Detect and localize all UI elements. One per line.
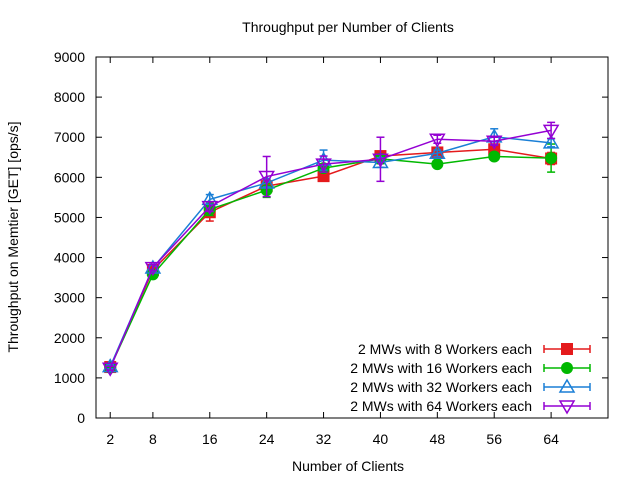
legend-marker <box>558 378 576 393</box>
y-tick-label: 3000 <box>54 290 85 306</box>
x-tick-label: 8 <box>149 431 157 447</box>
y-tick-label: 6000 <box>54 169 85 185</box>
chart-title: Throughput per Number of Clients <box>242 19 454 35</box>
y-tick-label: 8000 <box>54 89 85 105</box>
plot-frame <box>95 56 609 419</box>
y-tick-label: 1000 <box>54 370 85 386</box>
legend-label: 2 MWs with 64 Workers each <box>350 398 532 414</box>
x-tick-label: 16 <box>202 431 218 447</box>
x-axis-title: Number of Clients <box>292 458 404 474</box>
data-point <box>201 200 219 216</box>
legend-entry-2: 2 MWs with 16 Workers each <box>350 360 591 376</box>
x-tick-label: 64 <box>543 431 559 447</box>
legend-entry-1: 2 MWs with 8 Workers each <box>358 341 591 357</box>
x-tick-label: 40 <box>373 431 389 447</box>
x-tick-label: 24 <box>259 431 275 447</box>
data-point <box>429 144 446 160</box>
data-point <box>485 135 503 150</box>
data-point <box>144 261 162 277</box>
legend-label: 2 MWs with 16 Workers each <box>350 360 532 376</box>
legend-marker <box>561 343 573 355</box>
data-point <box>429 133 446 148</box>
y-axis-title: Throughput on Memtier [GET] [ops/s] <box>5 121 21 352</box>
legend-marker <box>561 362 573 374</box>
y-tick-label: 7000 <box>54 129 85 145</box>
x-tick-label: 48 <box>430 431 446 447</box>
legend-label: 2 MWs with 8 Workers each <box>358 341 532 357</box>
y-tick-label: 4000 <box>54 250 85 266</box>
data-point <box>545 152 558 165</box>
data-point <box>315 158 332 173</box>
y-tick-label: 2000 <box>54 330 85 346</box>
x-tick-label: 56 <box>486 431 502 447</box>
data-point <box>372 153 389 168</box>
y-tick-label: 5000 <box>54 209 85 225</box>
y-tick-label: 9000 <box>54 49 85 65</box>
data-point <box>542 124 560 139</box>
x-tick-label: 32 <box>316 431 332 447</box>
x-tick-label: 2 <box>106 431 114 447</box>
legend-entry-4: 2 MWs with 64 Workers each <box>350 398 591 415</box>
data-point <box>144 259 162 274</box>
data-point <box>542 134 560 149</box>
series-4 <box>101 121 560 377</box>
series-layer <box>101 121 560 377</box>
data-point <box>431 158 444 171</box>
data-point <box>488 150 501 163</box>
data-point <box>101 362 119 377</box>
data-point <box>258 170 275 186</box>
axes: 0 1000 2000 3000 4000 5000 6000 7000 8000 9000 2 8 1… <box>54 49 609 447</box>
legend-label: 2 MWs with 32 Workers each <box>350 379 532 395</box>
legend-marker <box>558 400 576 415</box>
y-tick-label: 0 <box>77 410 85 426</box>
legend-entry-3: 2 MWs with 32 Workers each <box>350 378 591 395</box>
legend: 2 MWs with 8 Workers each 2 MWs with 16 W… <box>350 341 591 415</box>
